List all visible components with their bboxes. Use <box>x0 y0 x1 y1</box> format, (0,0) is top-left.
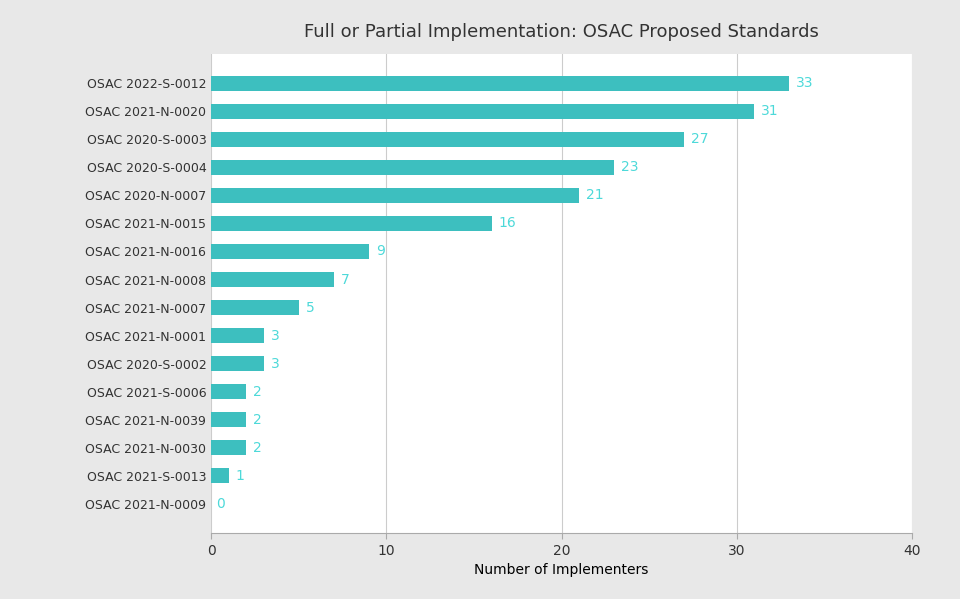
Bar <box>211 104 755 119</box>
Bar <box>211 244 369 259</box>
Title: Full or Partial Implementation: OSAC Proposed Standards: Full or Partial Implementation: OSAC Pro… <box>304 23 819 41</box>
Text: 3: 3 <box>271 328 279 343</box>
Bar <box>211 132 684 147</box>
Text: 5: 5 <box>306 301 315 314</box>
Bar <box>211 356 264 371</box>
Text: 7: 7 <box>341 273 349 286</box>
Bar <box>211 328 264 343</box>
Bar <box>211 272 334 287</box>
Bar <box>211 187 579 203</box>
Bar <box>211 468 228 483</box>
Bar <box>211 412 246 427</box>
Text: 16: 16 <box>498 216 516 231</box>
Text: 21: 21 <box>587 189 604 202</box>
Bar <box>211 160 614 175</box>
Bar <box>211 384 246 400</box>
Bar <box>211 216 492 231</box>
Bar <box>211 300 299 315</box>
Text: 3: 3 <box>271 356 279 371</box>
Bar <box>211 440 246 455</box>
Text: 27: 27 <box>691 132 708 146</box>
Bar <box>211 75 789 91</box>
X-axis label: Number of Implementers: Number of Implementers <box>474 563 649 577</box>
Text: 1: 1 <box>236 468 245 483</box>
Text: 33: 33 <box>797 77 814 90</box>
Text: 23: 23 <box>621 161 638 174</box>
Text: 9: 9 <box>376 244 385 259</box>
Text: 0: 0 <box>216 497 226 510</box>
Text: 2: 2 <box>253 441 262 455</box>
Text: 31: 31 <box>761 104 779 119</box>
Text: 2: 2 <box>253 413 262 426</box>
Text: 2: 2 <box>253 385 262 398</box>
